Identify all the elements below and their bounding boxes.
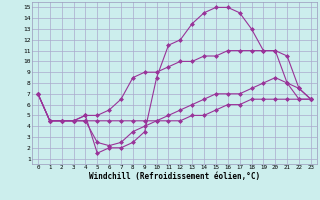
X-axis label: Windchill (Refroidissement éolien,°C): Windchill (Refroidissement éolien,°C): [89, 172, 260, 181]
